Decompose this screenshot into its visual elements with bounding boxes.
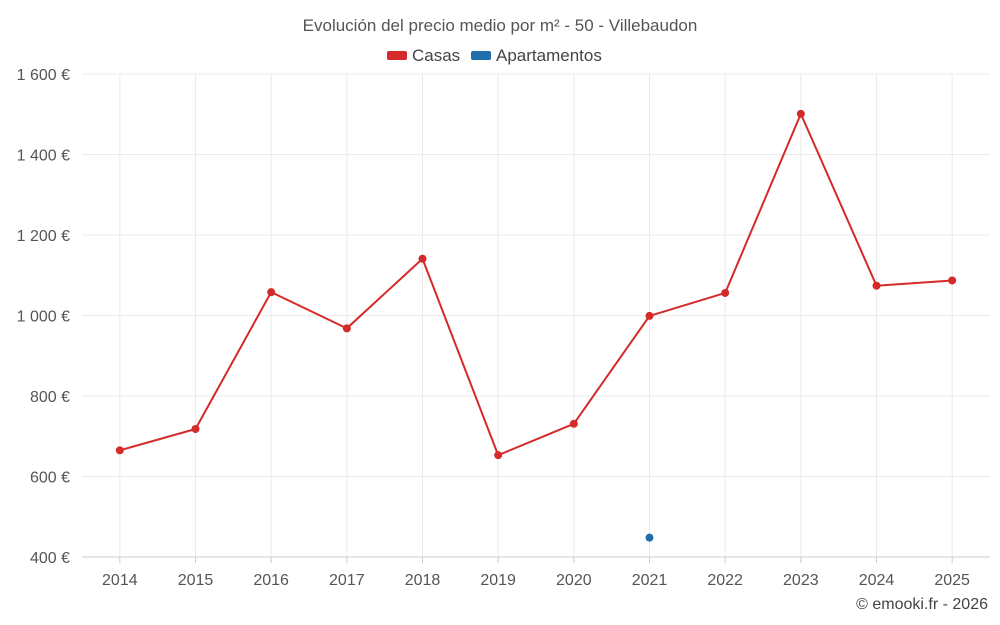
data-point-casas[interactable] [191,425,200,434]
data-point-casas[interactable] [494,451,503,460]
y-tick-label: 600 € [30,470,70,487]
series-layer [115,109,957,542]
y-tick-label: 1 000 € [17,309,70,326]
data-point-apartamentos[interactable] [645,533,654,542]
credit-text: © emooki.fr - 2026 [856,596,988,613]
x-tick-label: 2019 [480,572,516,589]
x-tick-label: 2021 [632,572,668,589]
x-tick-label: 2018 [405,572,441,589]
data-point-casas[interactable] [796,109,805,118]
data-point-casas[interactable] [645,311,654,320]
x-tick-label: 2022 [707,572,743,589]
legend-swatch-casas [387,51,407,60]
x-tick-label: 2015 [178,572,214,589]
data-point-casas[interactable] [721,288,730,297]
grid [82,73,990,557]
data-point-casas[interactable] [569,419,578,428]
legend-item-casas[interactable]: Casas [387,46,460,65]
legend: Casas Apartamentos [387,46,602,65]
legend-item-apartamentos[interactable]: Apartamentos [471,46,602,65]
y-tick-label: 1 400 € [17,148,70,165]
y-tick-label: 1 200 € [17,228,70,245]
data-point-casas[interactable] [418,254,427,263]
x-tick-label: 2016 [253,572,289,589]
data-point-casas[interactable] [115,446,124,455]
y-tick-label: 400 € [30,550,70,567]
data-point-casas[interactable] [342,324,351,333]
y-tick-label: 1 600 € [17,67,70,84]
data-point-casas[interactable] [267,288,276,297]
y-tick-label: 800 € [30,389,70,406]
x-axis: 2014 2015 2016 2017 2018 2019 2020 2021 2022 2023… [82,556,990,589]
x-tick-label: 2014 [102,572,138,589]
x-tick-label: 2020 [556,572,592,589]
legend-label-casas: Casas [412,46,460,65]
chart-title: Evolución del precio medio por m² - 50 -… [303,16,698,35]
x-tick-label: 2023 [783,572,819,589]
x-tick-label: 2017 [329,572,365,589]
data-point-casas[interactable] [872,281,881,290]
legend-label-apartamentos: Apartamentos [496,46,602,65]
data-point-casas[interactable] [948,276,957,285]
x-tick-label: 2025 [934,572,970,589]
y-axis: 400 € 600 € 800 € 1 000 € 1 200 € 1 400 € 1 60… [17,67,70,567]
legend-swatch-apartamentos [471,51,491,60]
series-line-casas [119,112,953,457]
x-tick-label: 2024 [859,572,895,589]
